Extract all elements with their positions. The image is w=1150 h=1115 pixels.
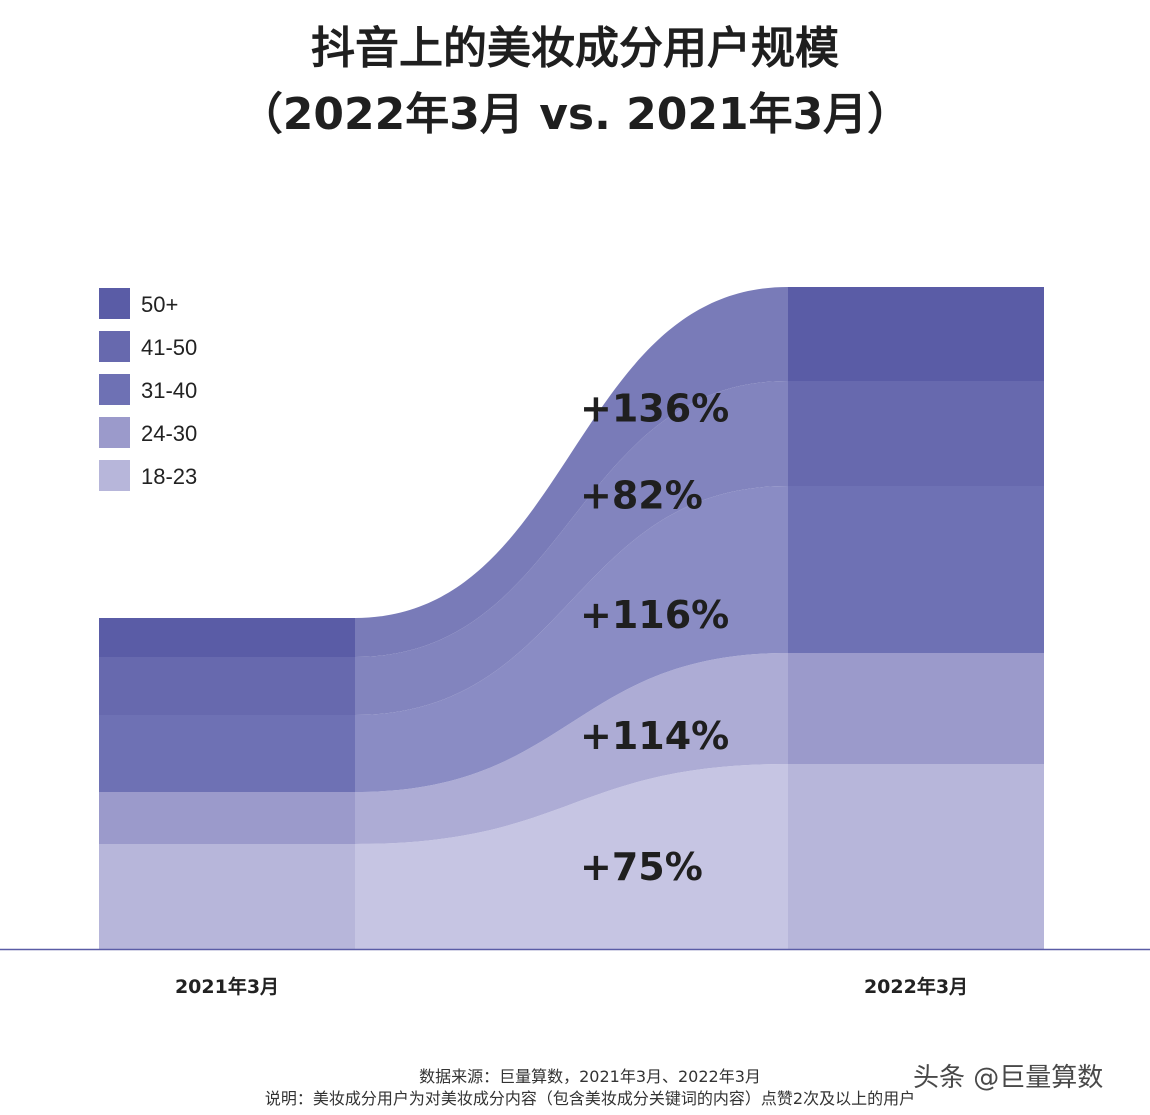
flow-band-41-50 <box>355 381 788 715</box>
legend-swatch-41-50 <box>99 331 130 362</box>
legend-label-31-40: 31-40 <box>141 378 197 403</box>
legend-swatch-31-40 <box>99 374 130 405</box>
bar-segment-0-24-30 <box>99 792 355 844</box>
legend-swatch-50+ <box>99 288 130 319</box>
x-tick-label: 2021年3月 <box>175 975 279 998</box>
legend-label-18-23: 18-23 <box>141 464 197 489</box>
flow-band-18-23 <box>355 764 788 949</box>
bar-segment-1-24-30 <box>788 653 1044 764</box>
flow-band-50+ <box>355 287 788 657</box>
bar-segment-1-18-23 <box>788 764 1044 949</box>
legend-swatch-18-23 <box>99 460 130 491</box>
legend-label-41-50: 41-50 <box>141 335 197 360</box>
bar-segment-0-31-40 <box>99 715 355 792</box>
chart-title: 抖音上的美妆成分用户规模 <box>311 23 839 74</box>
legend-label-50+: 50+ <box>141 292 178 317</box>
bar-segment-0-50+ <box>99 618 355 657</box>
x-tick-label: 2022年3月 <box>864 975 968 998</box>
bar-segment-1-31-40 <box>788 486 1044 653</box>
bar-segment-0-18-23 <box>99 844 355 949</box>
change-label-41-50: +82% <box>580 474 703 518</box>
change-label-31-40: +116% <box>580 593 729 637</box>
flow-band-31-40 <box>355 486 788 792</box>
bar-segment-1-41-50 <box>788 381 1044 486</box>
change-label-18-23: +75% <box>580 845 703 889</box>
change-label-50+: +136% <box>580 386 729 430</box>
bar-segment-1-50+ <box>788 287 1044 381</box>
data-source-note: 数据来源：巨量算数，2021年3月、2022年3月 <box>419 1067 761 1086</box>
change-label-24-30: +114% <box>580 714 729 758</box>
flow-band-24-30 <box>355 653 788 844</box>
watermark-text: 头条 @巨量算数 <box>913 1063 1104 1093</box>
legend-swatch-24-30 <box>99 417 130 448</box>
explanation-note: 说明：美妆成分用户为对美妆成分内容（包含美妆成分关键词的内容）点赞2次及以上的用… <box>264 1089 916 1108</box>
bar-segment-0-41-50 <box>99 657 355 715</box>
chart-subtitle: （2022年3月 vs. 2021年3月） <box>238 89 912 140</box>
legend-label-24-30: 24-30 <box>141 421 197 446</box>
